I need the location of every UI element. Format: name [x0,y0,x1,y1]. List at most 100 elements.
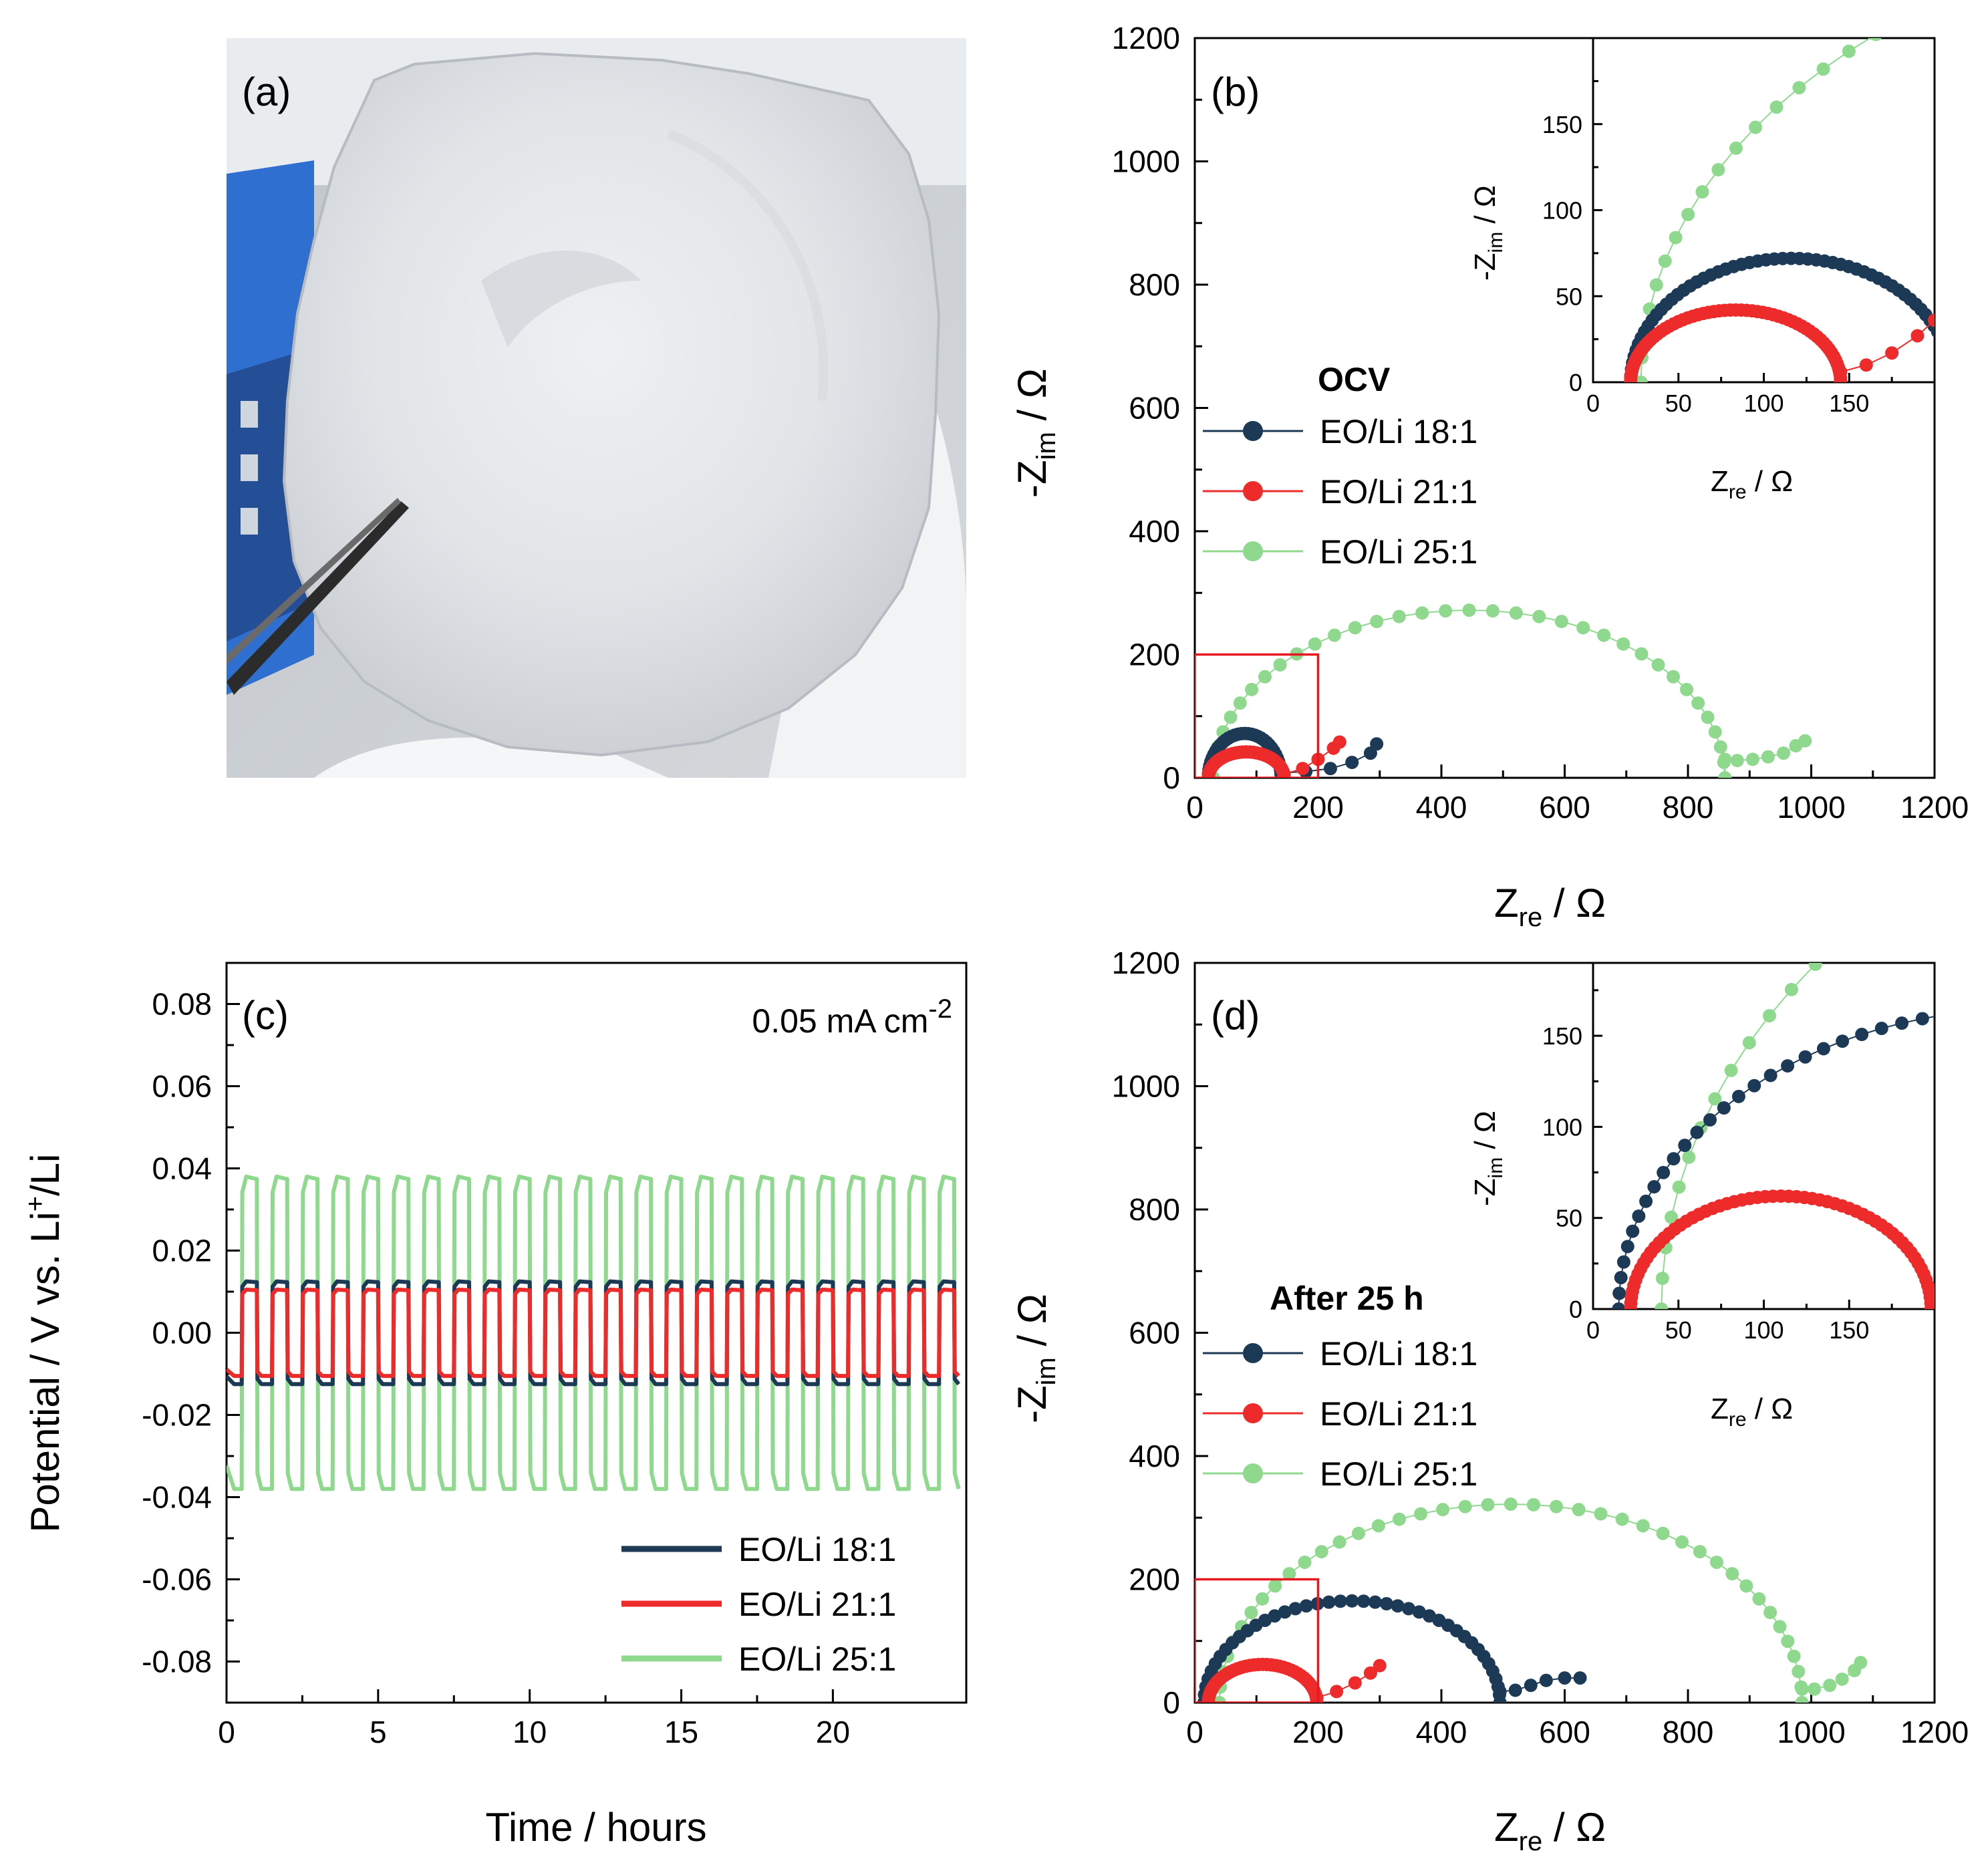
data-point [1412,1605,1426,1619]
data-point [1724,1063,1738,1077]
data-point [1244,1606,1258,1620]
data-point [1781,1059,1795,1073]
legend-item: EO/Li 25:1 [1203,1455,1477,1493]
data-point [1945,369,1958,382]
y-tick-label: 0.08 [152,987,212,1022]
data-point [1874,1022,1888,1036]
series--25-1 [1655,847,1967,1309]
legend-marker [1243,1343,1263,1363]
data-point [1539,1673,1553,1687]
data-point [1934,335,1935,340]
c-y-axis-title: Potential / V vs. Li+/Li [21,1154,67,1533]
data-point [1509,606,1523,620]
x-tick-label: 15 [664,1715,698,1749]
data-point [1945,376,1959,389]
b-x-title-sub: re [1519,903,1543,932]
panel-a-label: (a) [242,69,291,114]
di-y-title-unit: / Ω [1469,1111,1502,1157]
data-point [1620,1240,1635,1254]
legend-label: EO/Li 21:1 [1320,1395,1477,1433]
b-inset: 0 50 100 150 0 50 100 150 Zre / Ω -Zim / Ω [1469,37,1959,503]
legend-label: EO/Li 18:1 [1320,413,1477,450]
data-point [1368,1595,1382,1609]
x-tick-label: 600 [1539,790,1590,825]
data-point [1763,1606,1778,1620]
data-point [1357,1594,1371,1608]
data-point [1508,1683,1522,1697]
data-point [1333,1594,1347,1608]
y-tick-label: 0 [1569,1296,1582,1323]
data-point [1749,120,1763,134]
data-point [1485,604,1500,618]
data-point [1675,1535,1689,1549]
d-inset-ticks: 0 50 100 150 0 50 100 150 [1542,989,1893,1344]
y-tick-label: 0.02 [152,1234,212,1268]
x-tick-label: 600 [1539,1715,1590,1749]
data-point [1401,1602,1415,1616]
data-point [1718,771,1732,778]
legend-label: EO/Li 18:1 [738,1531,896,1568]
data-point [1615,1512,1629,1526]
data-point [1345,1594,1359,1608]
legend-marker [1243,481,1263,501]
data-point [1915,1012,1929,1026]
data-point [1691,696,1705,710]
c-x-axis-title: Time / hours [485,1805,706,1850]
data-point [1795,1682,1809,1696]
bi-y-title-main: -Z [1469,253,1502,281]
data-point [1823,1679,1837,1693]
data-point [1655,1302,1669,1309]
data-point [1352,1526,1366,1540]
b-x-title-main: Z [1494,881,1519,925]
data-point [1816,1042,1830,1056]
data-point [1612,1302,1626,1309]
di-x-title-sub: re [1729,1409,1747,1431]
x-tick-label: 800 [1663,790,1714,825]
data-point [1681,207,1695,221]
data-point [1773,1620,1787,1634]
data-point [1931,325,1935,338]
x-tick-label: 400 [1416,1715,1467,1749]
b-y-title-unit: / Ω [1010,368,1054,432]
data-point [1954,847,1967,860]
series--21-1 [1201,735,1346,778]
legend-marker [1243,1463,1263,1483]
d-series [1197,1497,1868,1703]
data-point [1701,710,1715,724]
data-point [1436,1503,1450,1517]
x-tick-label: 100 [1743,390,1784,417]
data-point [1462,603,1476,617]
data-point [1937,337,1951,351]
data-point [1895,1016,1909,1030]
legend-label: EO/Li 25:1 [1320,1455,1477,1493]
data-point [1784,982,1798,996]
data-point [1327,628,1341,642]
data-point [1690,1125,1704,1139]
b-condition-label: OCV [1318,361,1391,398]
x-tick-label: 1200 [1900,790,1969,825]
b-axis-ticks: 0 200 400 600 800 1000 12000200400600800100012… [1112,21,1969,825]
data-point [1414,1507,1428,1521]
data-point [1655,1272,1669,1286]
y-tick-label: 0 [1569,369,1582,396]
di-y-title-sub: im [1485,1157,1507,1179]
y-tick-label: 200 [1129,1562,1180,1597]
b-series [1201,603,1812,778]
data-point [1634,376,1648,382]
y-tick-label: 0.00 [152,1316,212,1350]
data-point [1379,1596,1393,1610]
b-y-title-main: -Z [1010,460,1054,498]
x-tick-label: 400 [1416,790,1467,825]
data-point [1717,1101,1731,1115]
d-x-title-main: Z [1494,1805,1519,1850]
data-point [1626,1224,1640,1238]
series--21-1 [227,1287,960,1379]
data-point [1742,1036,1756,1050]
data-point [1708,725,1722,739]
x-tick-label: 0 [1186,790,1203,825]
legend-item: EO/Li 25:1 [1203,533,1477,571]
y-tick-label: 150 [1542,1022,1582,1050]
y-tick-label: 1000 [1112,144,1180,179]
data-point [1711,163,1725,177]
x-tick-label: 5 [370,1715,387,1749]
